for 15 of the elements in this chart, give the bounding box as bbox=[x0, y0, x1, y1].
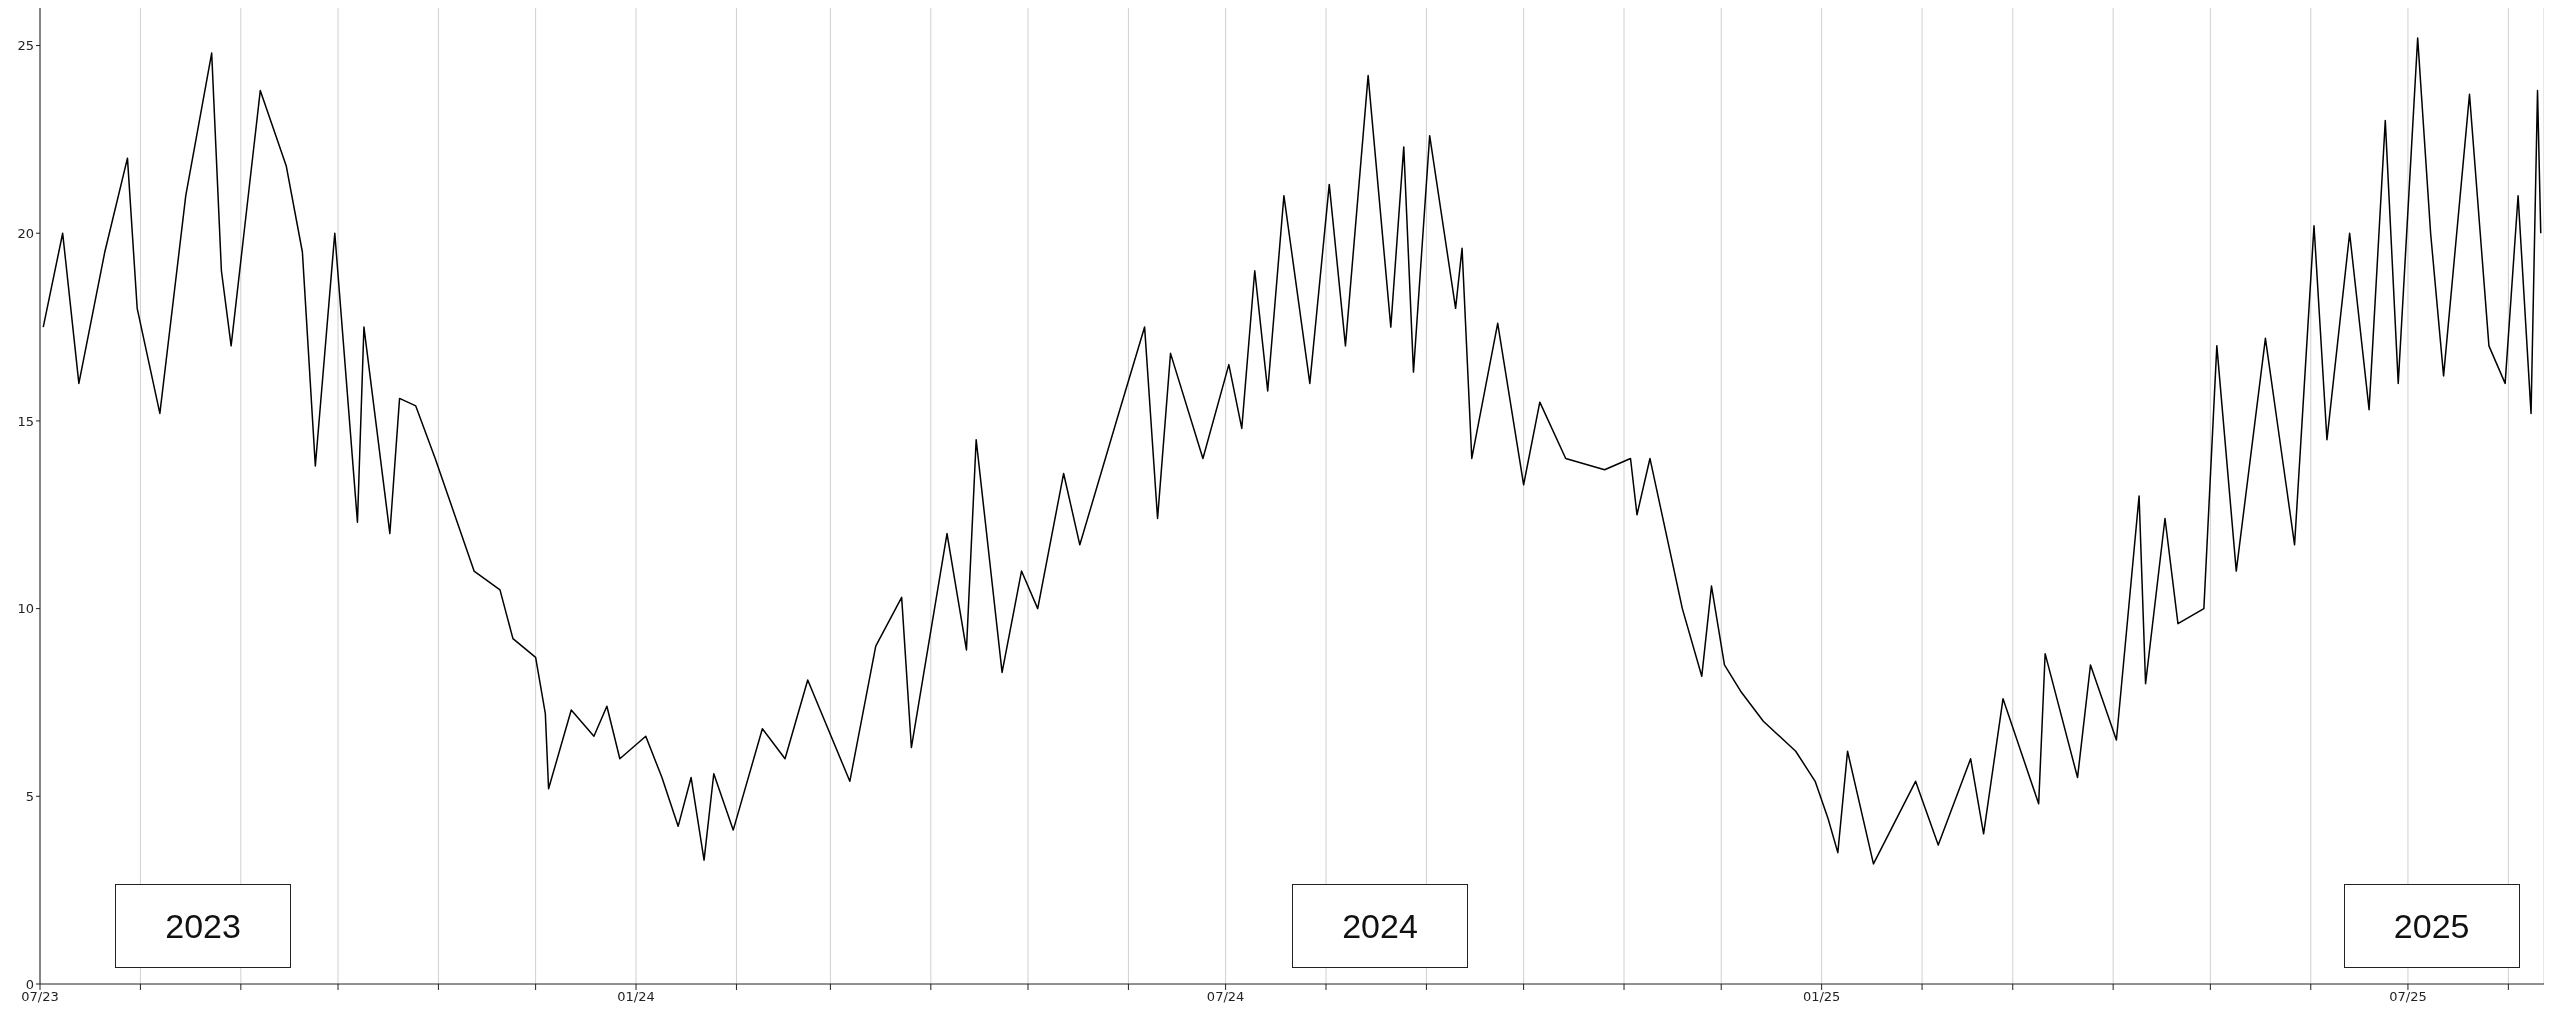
annotation: 2024 bbox=[1292, 884, 1468, 968]
x-tick-label: 01/25 bbox=[1802, 989, 1841, 1005]
y-tick-label: 20 bbox=[17, 225, 34, 241]
y-tick-label: 5 bbox=[25, 788, 34, 804]
y-tick-label: 25 bbox=[17, 38, 34, 54]
annotation: 2023 bbox=[115, 884, 292, 968]
annotation: 2025 bbox=[2343, 884, 2520, 968]
x-tick-label: 01/24 bbox=[617, 989, 655, 1005]
line-series bbox=[42, 37, 2542, 865]
y-tick-label: 10 bbox=[17, 601, 34, 617]
x-tick-label: 07/25 bbox=[2389, 989, 2427, 1005]
y-tick-label: 15 bbox=[17, 413, 34, 429]
y-tick-label: 0 bbox=[25, 976, 34, 992]
x-tick-label: 07/24 bbox=[1206, 989, 1245, 1005]
x-tick-label: 07/23 bbox=[21, 989, 59, 1005]
